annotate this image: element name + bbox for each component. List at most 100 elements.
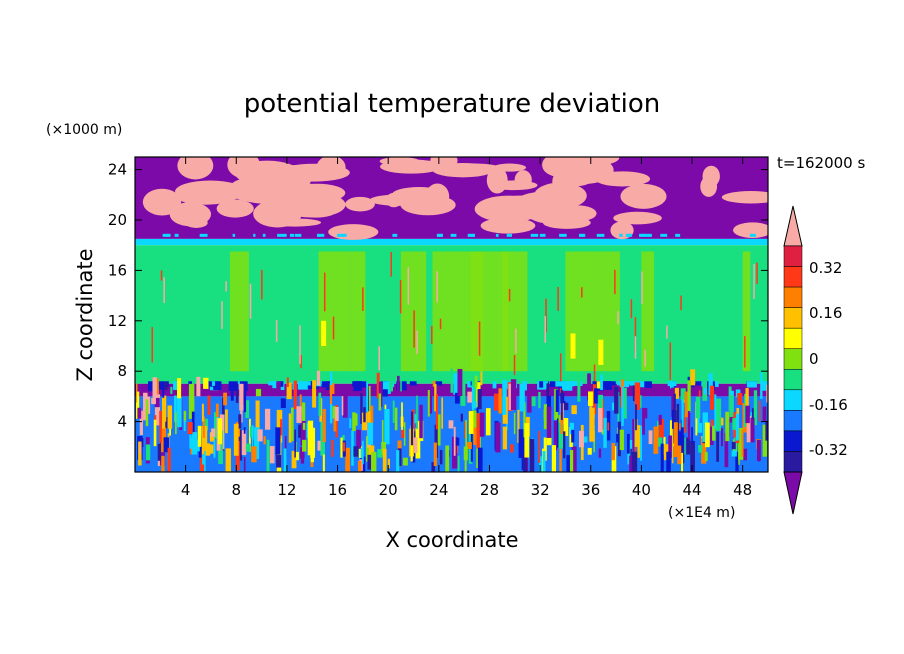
turbulence-cell [191, 411, 195, 438]
turbulence-cell [145, 399, 149, 427]
colorbar-box [783, 307, 803, 329]
lime-column [502, 251, 528, 372]
turbulence-cell [333, 407, 337, 432]
turbulence-cell [695, 401, 698, 436]
turbulence-cell [367, 416, 374, 445]
turbulence-cell [563, 402, 569, 411]
turbulence-cell [634, 438, 637, 465]
turbulence-cell [213, 412, 219, 439]
turbulence-cell [332, 406, 336, 419]
x-axis-unit: (×1E4 m) [668, 505, 735, 521]
turbulence-cell [155, 378, 159, 397]
turbulence-cell [630, 448, 632, 456]
turbulence-cell [577, 371, 581, 402]
turbulence-cell [529, 438, 535, 472]
turbulence-cell [283, 448, 287, 472]
turbulence-cell [762, 424, 768, 457]
inversion-cell [543, 381, 548, 390]
turbulence-cell [152, 377, 157, 398]
turbulence-cell [721, 428, 723, 447]
turbulence-cell [371, 451, 377, 472]
turbulence-cell [546, 383, 550, 404]
turbulence-cell [611, 442, 616, 461]
troposphere-streak [559, 353, 562, 394]
strat-patch [345, 196, 375, 212]
strat-patch [492, 163, 527, 172]
troposphere-streak [416, 330, 418, 354]
turbulence-cell [523, 454, 528, 472]
turbulence-cell [743, 448, 748, 461]
turbulence-cell [560, 389, 563, 420]
turbulence-cell [164, 395, 167, 422]
turbulence-cell [356, 429, 361, 449]
turbulence-cell [434, 424, 438, 458]
turbulence-cell [353, 446, 359, 457]
turbulence-cell [731, 441, 736, 450]
inversion-cell [592, 381, 601, 390]
turbulence-cell [733, 432, 737, 451]
turbulence-cell [276, 454, 282, 468]
turbulence-cell [735, 413, 739, 441]
turbulence-cell [635, 404, 637, 431]
turbulence-cell [183, 420, 186, 432]
turbulence-cell [360, 393, 363, 424]
turbulence-cell [502, 379, 507, 415]
turbulence-cell [551, 445, 557, 472]
strat-patch [379, 157, 420, 166]
tropopause-streak [660, 233, 668, 237]
turbulence-cell [676, 403, 680, 437]
inversion-cell [715, 381, 719, 387]
turbulence-cell [275, 427, 281, 455]
turbulence-cell [743, 408, 746, 427]
strat-patch [328, 224, 379, 240]
turbulence-cell [145, 444, 151, 461]
turbulence-cell [218, 430, 223, 465]
turbulence-cell [702, 374, 708, 401]
turbulence-cell [317, 440, 321, 451]
turbulence-cell [414, 413, 417, 424]
turbulence-cell [596, 381, 602, 389]
strat-patch [278, 165, 313, 190]
turbulence-cell [684, 413, 687, 433]
turbulence-cell [204, 450, 206, 472]
troposphere-streak [362, 287, 364, 311]
turbulence-cell [690, 440, 695, 472]
troposphere-streak [544, 316, 547, 343]
turbulence-cell [280, 419, 283, 436]
strat-patch [542, 216, 591, 229]
turbulence-cell [397, 448, 402, 467]
turbulence-cell [695, 396, 701, 419]
turbulence-cell [213, 440, 216, 458]
tropopause-streak [530, 233, 539, 237]
troposphere-streak [160, 270, 163, 281]
tropopause-streak [495, 233, 499, 237]
turbulence-cell [196, 376, 201, 397]
troposphere-streak [225, 281, 227, 292]
turbulence-cell [634, 419, 638, 447]
strat-patch [316, 157, 346, 180]
turbulence-cell [396, 375, 400, 392]
turbulence-cell [518, 429, 524, 458]
turbulence-cell [714, 394, 717, 429]
turbulence-cell [519, 383, 525, 412]
strat-patch [296, 205, 336, 218]
turbulence-cell [453, 373, 459, 395]
inversion-cell [492, 381, 497, 389]
strat-patch [184, 217, 208, 228]
strat-patch [620, 183, 667, 209]
troposphere-streak [669, 342, 672, 380]
turbulence-cell [286, 377, 289, 387]
plot-frame [134, 156, 769, 473]
tropopause-streak [539, 233, 546, 237]
turbulence-cell [249, 426, 254, 438]
turbulence-cell [724, 432, 729, 468]
turbulence-cell [335, 406, 339, 421]
turbulence-cell [563, 431, 566, 459]
turbulence-cell [578, 430, 584, 448]
turbulence-cell [735, 451, 739, 472]
turbulence-cell [668, 435, 674, 458]
turbulence-cell [201, 425, 208, 455]
turbulence-cell [538, 391, 541, 409]
turbulence-cell [392, 400, 395, 423]
turbulence-cell [167, 405, 173, 429]
